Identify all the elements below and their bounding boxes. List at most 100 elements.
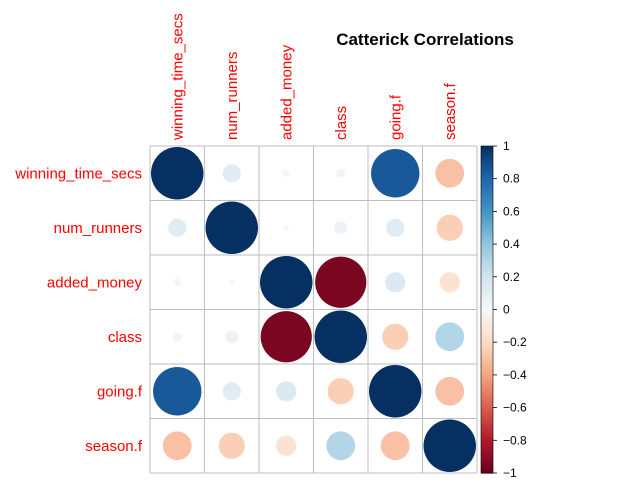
colorbar-segment	[481, 312, 493, 317]
correlation-circle	[371, 149, 420, 198]
colorbar-segment	[481, 387, 493, 392]
correlation-circle	[336, 168, 346, 178]
correlation-circle	[225, 330, 239, 344]
correlation-circle	[276, 381, 297, 402]
colorbar-segment	[481, 365, 493, 369]
column-label: season.f	[442, 82, 459, 140]
row-label: going.f	[97, 383, 143, 400]
correlation-circle	[327, 378, 354, 405]
colorbar-segment	[481, 309, 493, 314]
correlation-circle	[168, 218, 187, 237]
column-label: num_runners	[224, 52, 241, 140]
colorbar-segment	[481, 195, 493, 199]
colorbar-tick-label: 1	[503, 139, 510, 153]
colorbar-segment	[481, 325, 493, 330]
colorbar-segment	[481, 397, 493, 402]
row-label: winning_time_secs	[14, 165, 142, 182]
correlation-circle	[222, 164, 241, 183]
colorbar-segment	[481, 466, 493, 471]
colorbar-segment	[481, 231, 493, 235]
correlation-circle	[435, 322, 465, 352]
colorbar-tick-label: −0.2	[503, 335, 527, 349]
correlation-circle	[229, 279, 235, 285]
colorbar-segment	[481, 263, 493, 268]
colorbar-tick-label: 0.4	[503, 237, 520, 251]
colorbar-tick-label: −1	[503, 466, 517, 479]
colorbar-segment	[481, 217, 493, 222]
colorbar-segment	[481, 342, 493, 347]
column-label: added_money	[278, 44, 295, 140]
colorbar-segment	[481, 152, 493, 157]
colorbar-segment	[481, 391, 493, 396]
colorbar-segment	[481, 146, 493, 150]
correlation-circle	[260, 256, 313, 309]
colorbar-segment	[481, 260, 493, 265]
correlation-circle	[435, 158, 465, 188]
colorbar-tick-label: 0	[503, 303, 510, 317]
colorbar-segment	[481, 338, 493, 343]
colorbar-tick-label: 0.8	[503, 172, 520, 186]
row-label: season.f	[85, 438, 143, 455]
colorbar-tick-label: −0.6	[503, 401, 527, 415]
column-label: class	[333, 106, 350, 140]
correlation-circle	[172, 332, 182, 342]
colorbar-segment	[481, 427, 493, 432]
correlation-circle	[222, 382, 241, 401]
colorbar-segment	[481, 253, 493, 258]
correlation-circles	[151, 147, 476, 472]
colorbar-segment	[481, 332, 493, 337]
colorbar-segment	[481, 378, 493, 383]
correlation-circle	[439, 272, 460, 293]
correlation-circle	[205, 201, 258, 254]
colorbar-segment	[481, 198, 493, 203]
colorbar-segment	[481, 204, 493, 209]
colorbar-tick-label: 0.6	[503, 204, 520, 218]
colorbar-segment	[481, 240, 493, 245]
colorbar-segment	[481, 250, 493, 255]
row-labels: winning_time_secs num_runners added_moneyc…	[14, 165, 143, 455]
colorbar-segment	[481, 257, 493, 262]
colorbar-segment	[481, 414, 493, 419]
colorbar-segment	[481, 276, 493, 281]
colorbar-segment	[481, 348, 493, 353]
colorbar-segment	[481, 221, 493, 226]
colorbar-segment	[481, 437, 493, 441]
colorbar-segment	[481, 306, 493, 311]
colorbar-segment	[481, 185, 493, 190]
correlation-circle	[151, 147, 204, 200]
colorbar-segment	[481, 352, 493, 356]
correlation-circle	[260, 311, 312, 363]
colorbar-segment	[481, 316, 493, 320]
row-label: class	[108, 329, 142, 346]
column-label: going.f	[387, 94, 404, 140]
column-label: winning_time_secs	[169, 13, 186, 141]
correlation-circle	[282, 169, 290, 177]
colorbar-segment	[481, 404, 493, 409]
colorbar-segment	[481, 302, 493, 307]
colorbar-segment	[481, 247, 493, 252]
correlation-circle	[218, 432, 245, 459]
colorbar-segment	[481, 191, 493, 196]
colorbar-segment	[481, 227, 493, 232]
correlation-circle	[385, 272, 406, 293]
colorbar-segment	[481, 335, 493, 340]
colorbar-segment	[481, 394, 493, 399]
colorbar-segment	[481, 155, 493, 160]
correlation-circle	[173, 278, 181, 286]
correlation-circle	[315, 256, 367, 308]
colorbar-segment	[481, 329, 493, 333]
colorbar-segment	[481, 273, 493, 278]
colorbar-segment	[481, 319, 493, 324]
colorbar-segment	[481, 371, 493, 376]
grid	[149, 145, 478, 474]
row-label: added_money	[47, 274, 143, 291]
colorbar-tick-label: 0.2	[503, 270, 520, 284]
colorbar-segment	[481, 430, 493, 435]
colorbar-segment	[481, 266, 493, 271]
colorbar-segment	[481, 214, 493, 219]
colorbar-segment	[481, 368, 493, 373]
colorbar-segment	[481, 443, 493, 448]
colorbar-segment	[481, 283, 493, 288]
colorbar-segment	[481, 175, 493, 180]
